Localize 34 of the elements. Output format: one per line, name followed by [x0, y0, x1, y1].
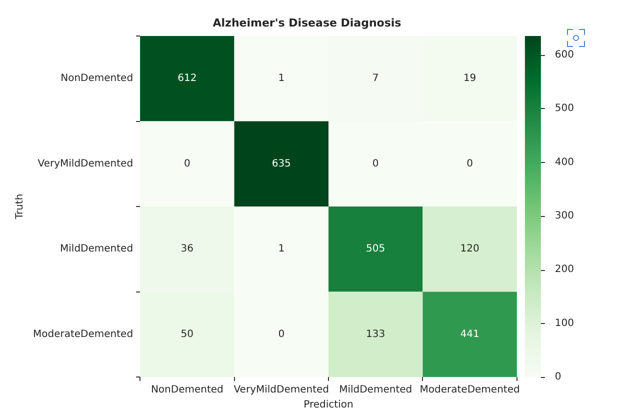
color-bar-label: 0: [554, 372, 562, 383]
data-label: 50: [180, 328, 194, 340]
data-label: 1: [278, 244, 285, 255]
y-tick-label: NonDemented: [60, 73, 134, 84]
chart-title: Alzheimer's Disease Diagnosis: [212, 16, 402, 30]
x-tick-label: ModerateDemented: [420, 384, 520, 396]
color-bar-label: 400: [554, 156, 574, 168]
data-label: 635: [272, 158, 291, 170]
color-bar-label: 500: [554, 103, 574, 114]
data-label: 36: [180, 244, 194, 255]
data-label: 133: [366, 328, 386, 340]
data-label: 612: [178, 73, 197, 84]
data-label: 505: [366, 244, 386, 255]
data-label: 0: [466, 158, 473, 170]
color-bar-label: 100: [554, 318, 574, 329]
data-label: 0: [184, 158, 190, 170]
color-bar-label: 300: [554, 210, 574, 222]
y-axis-title: Truth: [14, 194, 26, 220]
y-tick-label: MildDemented: [60, 244, 134, 255]
data-label: 0: [278, 328, 285, 340]
x-tick-label: VeryMildDemented: [234, 384, 330, 396]
data-label: 7: [372, 73, 379, 84]
color-bar-label: 600: [554, 49, 574, 60]
data-label: 120: [460, 244, 480, 255]
data-label: 441: [460, 328, 480, 340]
x-axis-title: Prediction: [304, 400, 354, 411]
x-tick-label: MildDemented: [339, 384, 412, 396]
y-tick-label: ModerateDemented: [32, 328, 134, 340]
data-label: 1: [278, 73, 285, 84]
y-tick-label: VeryMildDemented: [38, 158, 134, 170]
x-tick-label: NonDemented: [150, 384, 224, 396]
data-label: 0: [372, 158, 379, 170]
data-label: 19: [463, 73, 476, 84]
color-bar-label: 200: [554, 264, 574, 276]
